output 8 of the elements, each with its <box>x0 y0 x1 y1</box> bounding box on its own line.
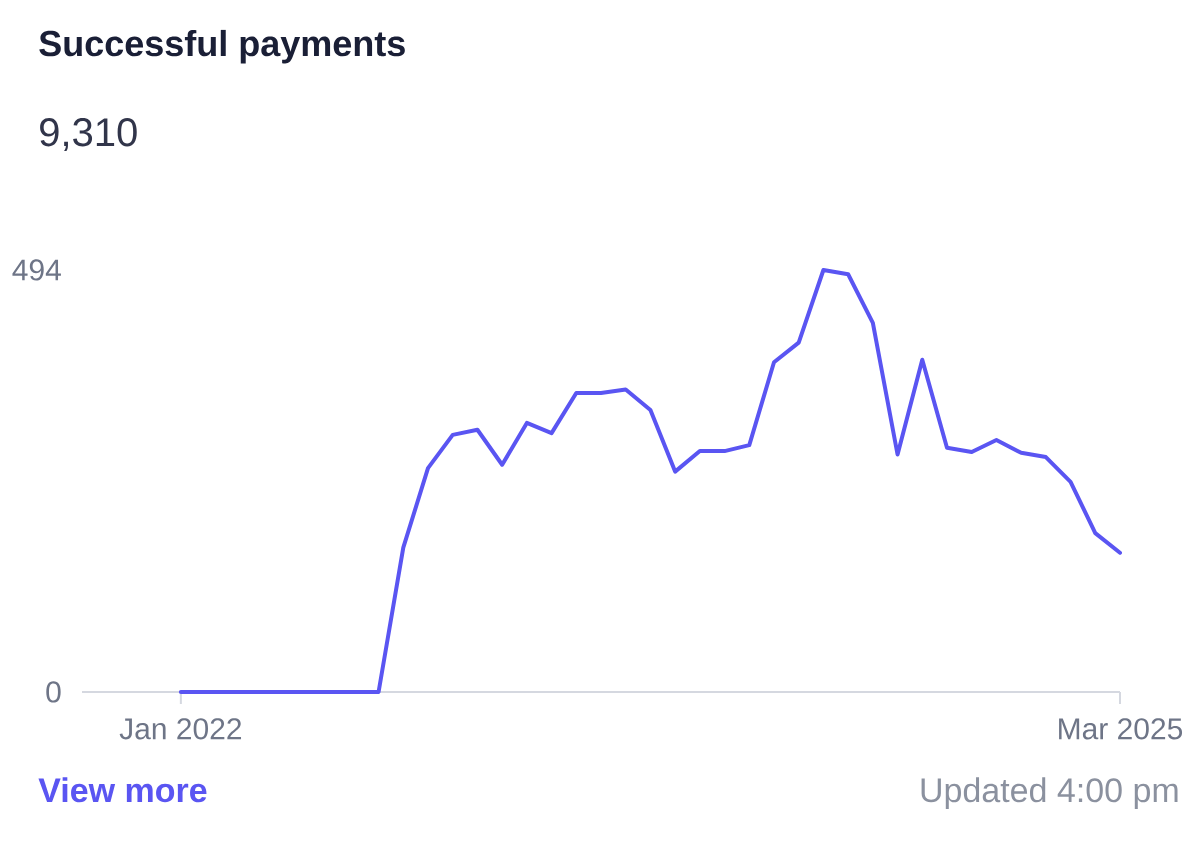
y-tick-label: 0 <box>46 681 61 703</box>
text: View more <box>38 777 207 803</box>
x-tick-label: Mar 2025 <box>1059 718 1183 740</box>
text: Updated 4:00 pm <box>921 777 1178 810</box>
chart-title: Successful payments <box>39 29 405 64</box>
y-tick-label: 494 <box>12 259 61 281</box>
x-tick-label: Jan 2022 <box>119 718 242 740</box>
chart-subtitle: 9,310 <box>40 118 137 152</box>
